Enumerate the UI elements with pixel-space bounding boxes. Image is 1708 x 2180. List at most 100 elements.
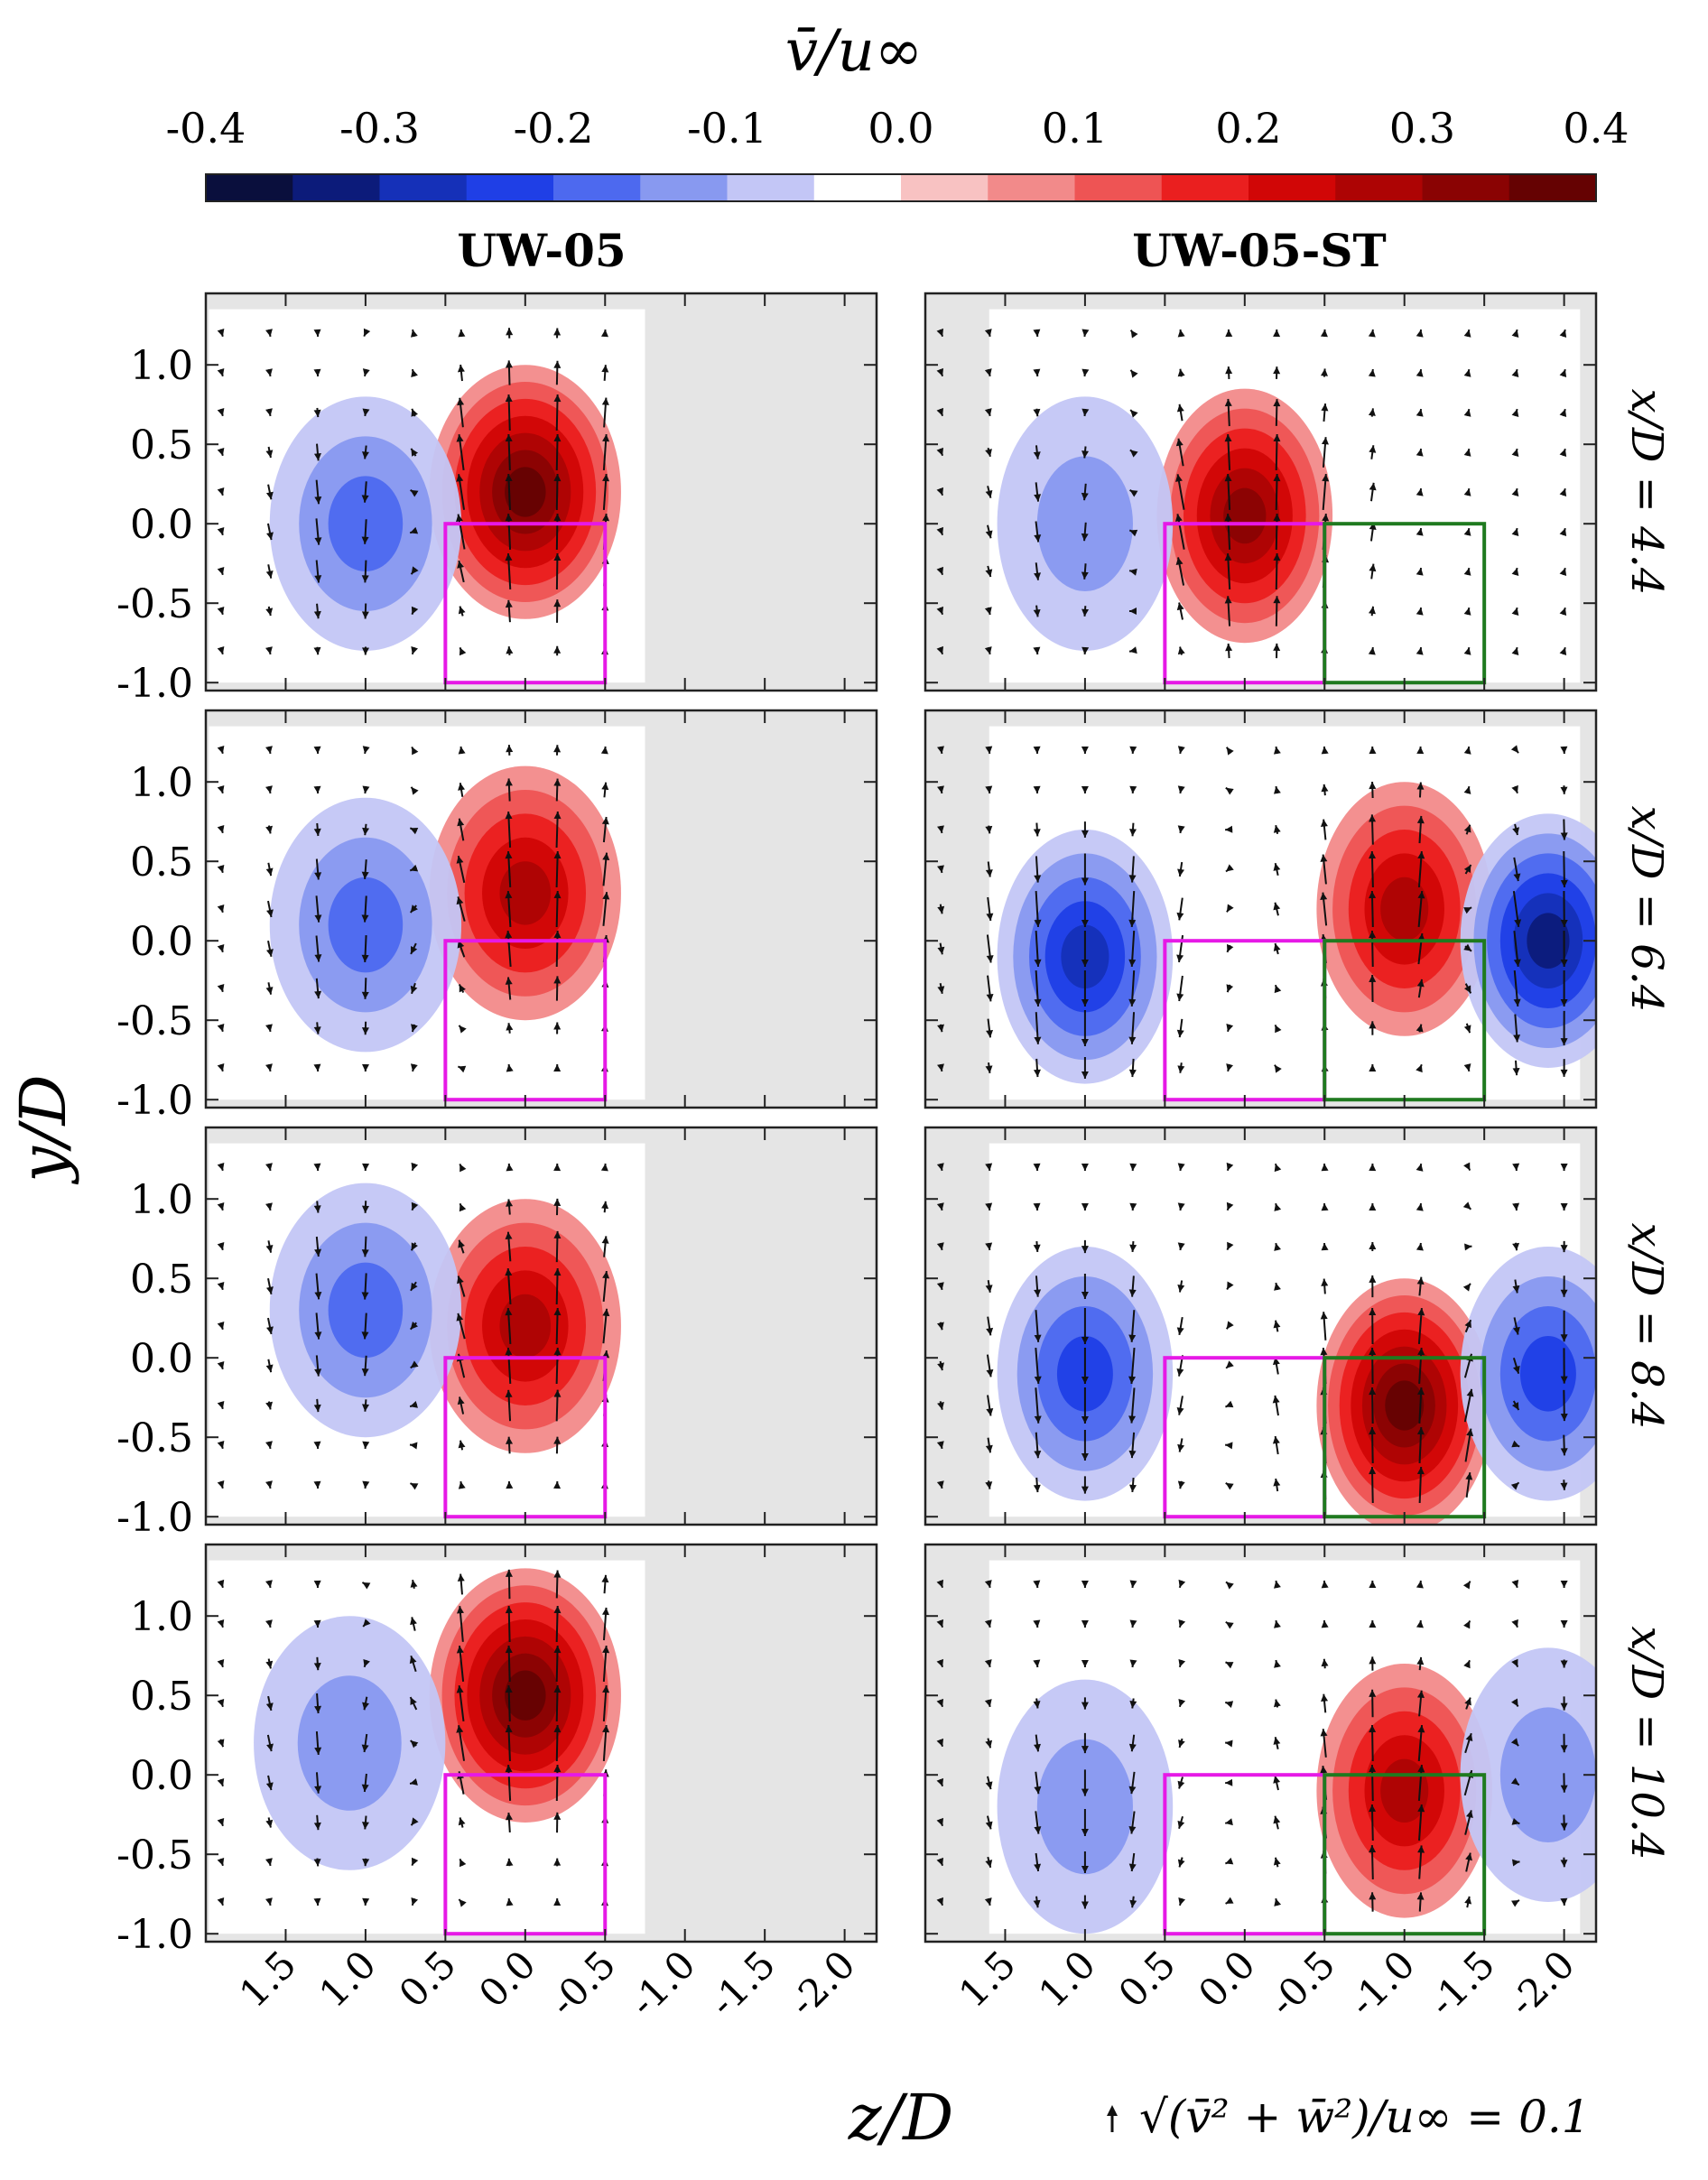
vector-arrowhead (1129, 1163, 1137, 1171)
vector-arrowhead (506, 1064, 514, 1072)
colorbar-label: v̄/u∞ (785, 18, 923, 85)
vector-arrowhead (1416, 1164, 1424, 1172)
vector-arrowhead (984, 607, 992, 615)
vector-arrowhead (936, 1619, 944, 1628)
panel-field (209, 726, 645, 1100)
vector-arrowhead (1514, 919, 1522, 927)
vector-arrowhead (985, 1821, 993, 1830)
vector-arrowhead (363, 1658, 370, 1667)
panel-frame (924, 1543, 1598, 1943)
vector-arrowhead (1129, 746, 1137, 754)
vector-arrowhead (986, 913, 994, 922)
vector-arrowhead (937, 1362, 944, 1371)
vector-arrowhead (217, 1024, 225, 1032)
vector-arrowhead (314, 1747, 322, 1755)
vector-arrowhead (313, 610, 321, 619)
vector-arrowhead (936, 1698, 944, 1707)
vector-arrowhead (506, 1023, 514, 1031)
colorbar-segment (466, 174, 554, 201)
vector-arrowhead (506, 328, 514, 336)
colorbar: -0.4 -0.3 -0.2 -0.1 0.0 0.1 0.2 0.3 0.4 (166, 104, 1629, 202)
vector-arrowhead (1416, 782, 1425, 790)
vector-arrowhead (1226, 1201, 1234, 1211)
vector-arrowhead (1176, 993, 1184, 1001)
vector-arrowhead (459, 1859, 467, 1868)
vector-arrowhead (1417, 1308, 1425, 1316)
x-tick-label: -1.0 (621, 1942, 704, 2025)
vector-arrowhead (265, 1202, 273, 1211)
vector-arrowhead (265, 1819, 274, 1828)
colorbar-segment (813, 174, 902, 201)
vector-arrowhead (361, 991, 369, 999)
row-label: x/D = 8.4 (1621, 1223, 1672, 1430)
vector-arrowhead (217, 825, 225, 833)
vector-arrowhead (409, 1656, 417, 1665)
vector-arrowhead (1129, 646, 1137, 654)
vector-arrowhead (361, 1822, 369, 1830)
vector-arrowhead (1129, 1202, 1137, 1211)
vector-arrowhead (1226, 1063, 1233, 1071)
vector-arrowhead (1416, 1467, 1425, 1475)
vector-arrowhead (456, 1685, 464, 1693)
vector-arrowhead (1273, 596, 1281, 604)
vector-arrowhead (1273, 943, 1281, 951)
vector-arrowhead (1369, 1689, 1377, 1697)
vector-arrowhead (1560, 1202, 1568, 1211)
vector-arrowhead (314, 1368, 322, 1377)
vector-arrowhead (1177, 1065, 1185, 1073)
vector-arrowhead (1416, 329, 1424, 338)
vector-arrowhead (1369, 1581, 1377, 1589)
vector-arrowhead (1511, 1859, 1520, 1867)
vector-arrowhead (985, 530, 993, 539)
vector-arrowhead (1273, 1320, 1281, 1329)
vector-arrowhead (265, 1163, 273, 1171)
vector-arrowhead (1225, 1778, 1233, 1786)
vector-arrowhead (986, 1029, 994, 1038)
vector-arrowhead (1416, 409, 1424, 417)
vector-arrowhead (553, 328, 562, 336)
vector-arrowhead (265, 1401, 274, 1410)
vector-arrowhead (1224, 434, 1232, 442)
vector-arrowhead (217, 607, 225, 615)
colorbar-segment (292, 174, 380, 201)
vector-arrowhead (1273, 553, 1281, 561)
vector-arrowhead (411, 1024, 418, 1033)
vector-arrowhead (1178, 1579, 1186, 1588)
vector-arrowhead (1273, 329, 1281, 338)
vector-arrowhead (1463, 786, 1471, 794)
vector-arrowhead (1560, 1702, 1568, 1711)
panel: x/D = 6.4 (924, 709, 1672, 1109)
vector-arrowhead (1369, 606, 1376, 615)
vector-arrowhead (1463, 568, 1471, 576)
vector-arrowhead (1177, 1242, 1185, 1250)
vector-arrowhead (313, 329, 321, 337)
vector-arrowhead (217, 746, 225, 754)
vector-arrowhead (457, 397, 465, 406)
vector-arrowhead (936, 407, 944, 416)
colorbar-segment (206, 174, 293, 201)
panel: 1.00.50.0-0.5-1.01.5 1.0 0.5 0.0-0.5-1.0-1.… (116, 1543, 878, 2025)
vector-arrowhead (1511, 647, 1519, 655)
vector-arrowhead (313, 1662, 321, 1671)
vector-arrowhead (361, 495, 369, 503)
vector-arrowhead (1464, 1697, 1471, 1706)
vector-arrowhead (1130, 410, 1138, 418)
vector-arrowhead (1417, 1845, 1425, 1853)
vector-arrowhead (1321, 437, 1329, 445)
vector-arrowhead (265, 1702, 274, 1711)
vector-arrowhead (1369, 1804, 1377, 1813)
vector-arrowhead (553, 891, 562, 899)
vector-arrowhead (1560, 746, 1568, 754)
vector-arrowhead (1417, 1348, 1425, 1356)
vector-arrowhead (1274, 1243, 1282, 1251)
vector-arrowhead (505, 434, 513, 442)
y-tick-label: 0.5 (130, 1257, 193, 1303)
vector-arrowhead (1081, 533, 1089, 542)
vector-arrowhead (1511, 449, 1519, 457)
vector-arrowhead (936, 1202, 944, 1211)
vector-arrowhead (1513, 1034, 1521, 1043)
vector-arrowhead (217, 527, 225, 535)
vector-arrowhead (1227, 1241, 1234, 1250)
vector-arrowhead (1320, 1766, 1328, 1774)
vector-arrowhead (1081, 1336, 1089, 1344)
